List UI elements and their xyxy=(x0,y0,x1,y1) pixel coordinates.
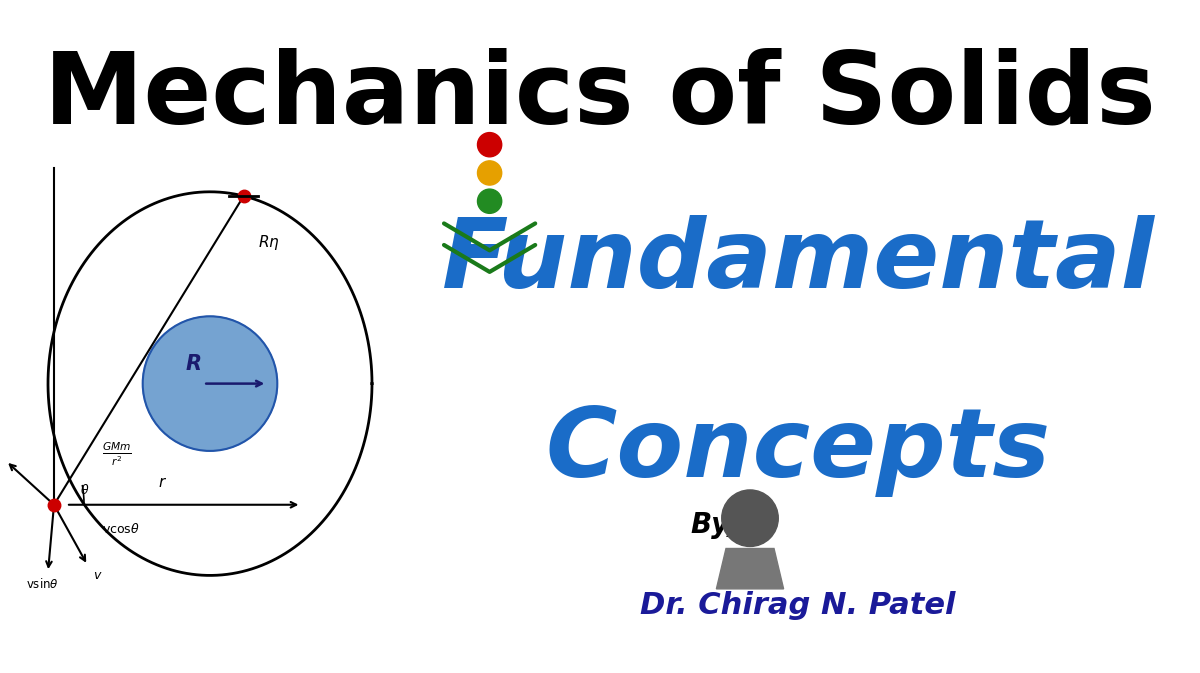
Circle shape xyxy=(143,316,277,451)
Text: vsin$\theta$: vsin$\theta$ xyxy=(25,577,59,592)
Text: By,: By, xyxy=(690,511,738,539)
Polygon shape xyxy=(716,548,784,589)
Circle shape xyxy=(721,490,779,546)
Text: R: R xyxy=(185,353,202,374)
Circle shape xyxy=(478,189,502,213)
Text: $\theta$: $\theta$ xyxy=(80,483,90,497)
Circle shape xyxy=(478,133,502,157)
Text: r: r xyxy=(158,475,166,490)
Text: Mechanics of Solids: Mechanics of Solids xyxy=(44,47,1156,144)
Text: Dr. Chirag N. Patel: Dr. Chirag N. Patel xyxy=(641,591,955,621)
Text: Concepts: Concepts xyxy=(546,404,1050,497)
Text: vcos$\theta$: vcos$\theta$ xyxy=(102,522,140,536)
Circle shape xyxy=(478,161,502,185)
Text: Fundamental: Fundamental xyxy=(442,215,1154,308)
Text: v: v xyxy=(94,569,101,581)
Text: R$\eta$: R$\eta$ xyxy=(258,233,280,252)
Text: $\frac{GMm}{r^2}$: $\frac{GMm}{r^2}$ xyxy=(102,440,132,468)
